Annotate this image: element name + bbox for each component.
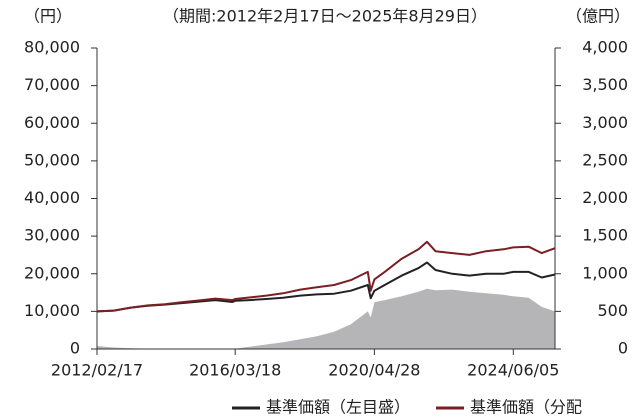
y2-tick-label: 2,000: [582, 188, 628, 207]
y2-tick-label: 1,000: [582, 263, 628, 282]
y2-tick-label: 3,000: [582, 113, 628, 132]
legend-label: 基準価額（分配: [470, 398, 582, 417]
x-tick-label: 2016/03/18: [189, 361, 281, 380]
y2-axis-label: （億円）: [566, 7, 630, 26]
line: [96, 240, 556, 313]
y2-tick-label: 500: [597, 301, 628, 320]
legend-label: 基準価額（左目盛）: [266, 398, 410, 417]
x-tick-label: 2020/04/28: [328, 361, 420, 380]
y-tick-label: 40,000: [24, 188, 80, 207]
y-tick-label: 70,000: [24, 75, 80, 94]
y-axis-label: （円）: [24, 7, 72, 26]
y-tick-label: 50,000: [24, 150, 80, 169]
y2-tick-label: 3,500: [582, 75, 628, 94]
area: [97, 288, 555, 349]
x-tick-label: 2012/02/17: [51, 361, 143, 380]
y-tick-label: 60,000: [24, 113, 80, 132]
y2-tick-label: 0: [618, 339, 628, 358]
x-tick-label: 2024/06/05: [467, 361, 559, 380]
y2-tick-label: 4,000: [582, 38, 628, 57]
chart-title: （期間:2012年2月17日～2025年8月29日）: [163, 7, 487, 26]
y-tick-label: 30,000: [24, 226, 80, 245]
y-tick-label: 80,000: [24, 38, 80, 57]
y-tick-label: 10,000: [24, 301, 80, 320]
y-tick-label: 0: [70, 339, 80, 358]
y2-tick-label: 1,500: [582, 226, 628, 245]
y-tick-label: 20,000: [24, 263, 80, 282]
y2-tick-label: 2,500: [582, 150, 628, 169]
